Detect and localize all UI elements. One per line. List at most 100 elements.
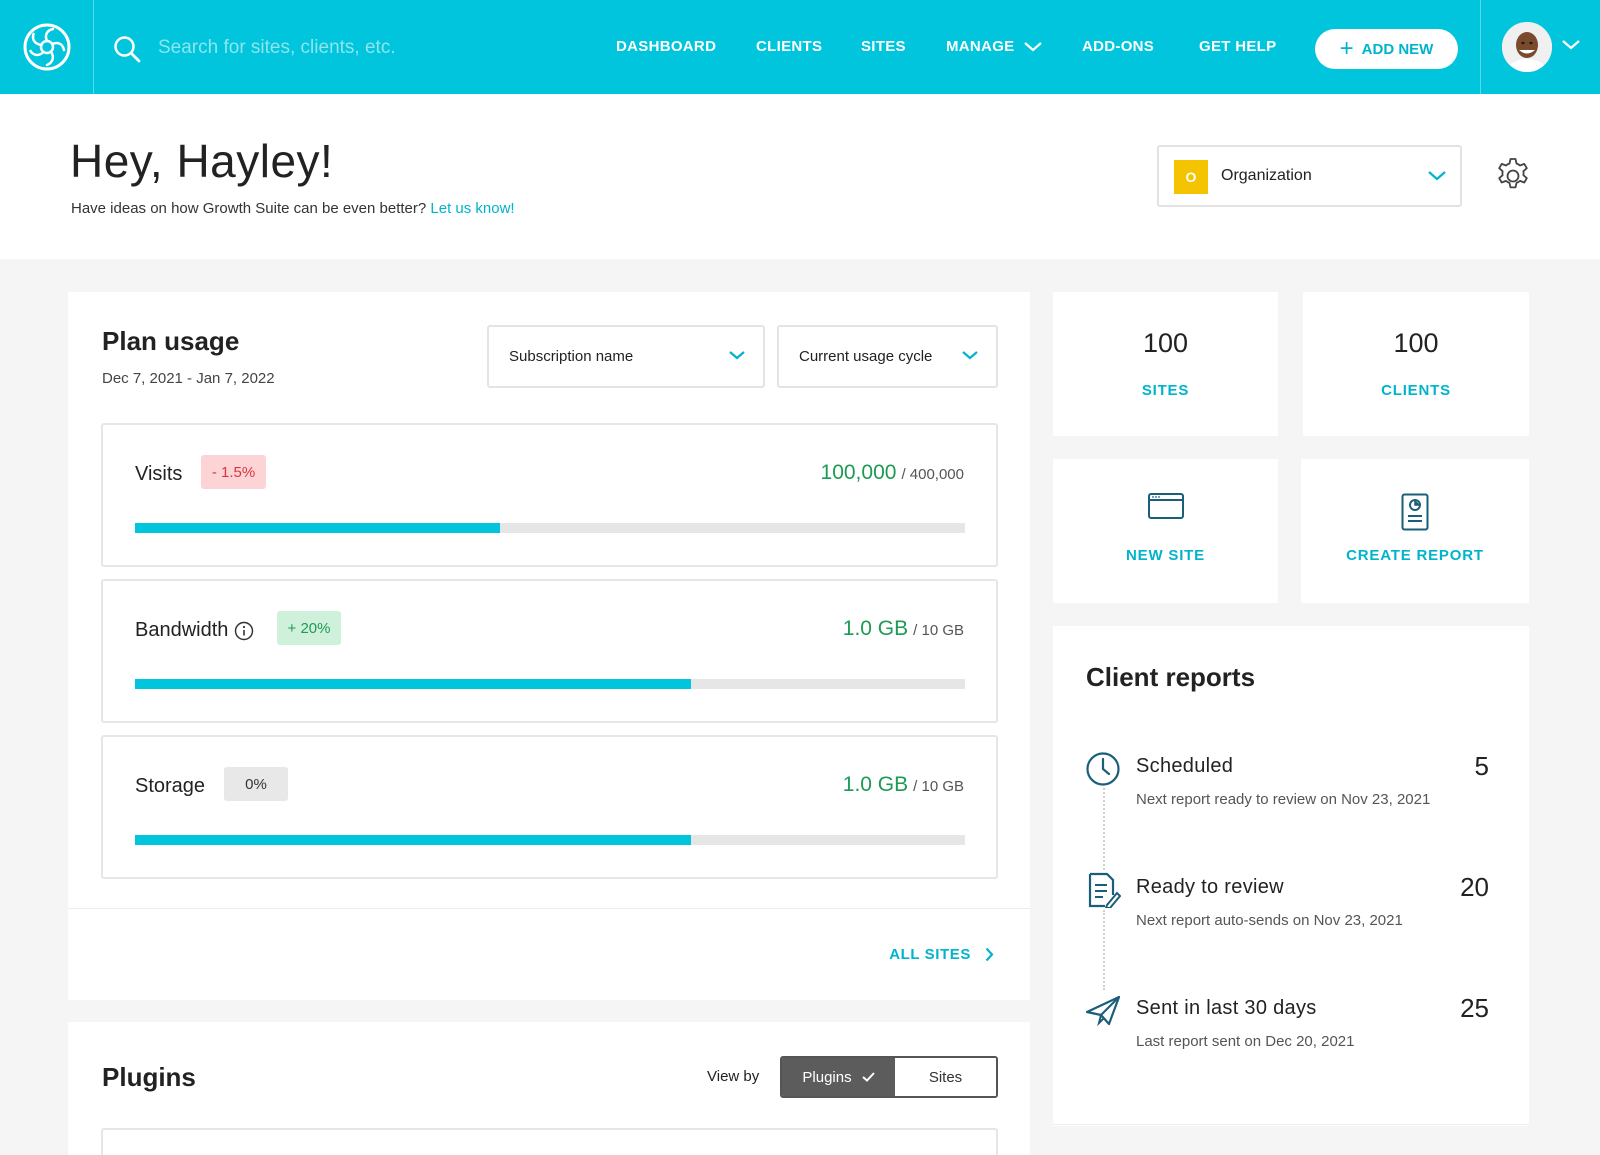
nav-dashboard[interactable]: DASHBOARD <box>616 38 716 55</box>
report-row-title: Ready to review <box>1136 876 1284 898</box>
subscription-name-select[interactable]: Subscription name <box>487 325 765 388</box>
usage-label-text: Visits <box>135 463 183 485</box>
organization-select[interactable]: O Organization <box>1157 145 1462 207</box>
usage-label-text: Bandwidth <box>135 619 229 641</box>
usage-current: 1.0 GB <box>842 773 909 796</box>
nav-manage-label: MANAGE <box>946 38 1015 55</box>
flywheel-logo-icon[interactable] <box>0 0 94 94</box>
report-row-subtitle: Last report sent on Dec 20, 2021 <box>1136 1033 1355 1050</box>
usage-progress-bar <box>135 835 965 845</box>
plugins-list <box>101 1128 998 1155</box>
chevron-down-icon <box>729 351 745 360</box>
usage-progress-fill <box>135 835 692 845</box>
usage-label: Storage <box>135 775 205 798</box>
clients-count-label: CLIENTS <box>1381 382 1451 399</box>
nav-manage[interactable]: MANAGE <box>946 38 1043 55</box>
usage-value: 1.0 GB / 10 GB <box>843 773 964 797</box>
usage-bandwidth: Bandwidth + 20% 1.0 GB / 10 GB <box>101 579 998 723</box>
page-title: Hey, Hayley! <box>70 135 334 187</box>
info-icon[interactable] <box>234 621 254 641</box>
chevron-down-icon <box>1024 41 1043 51</box>
report-row-count: 20 <box>1460 872 1489 902</box>
change-badge: 0% <box>224 767 288 801</box>
create-report-button[interactable]: CREATE REPORT <box>1301 459 1529 603</box>
timeline-connector <box>1103 788 1105 870</box>
paper-plane-icon <box>1085 995 1121 1027</box>
usage-value: 100,000 / 400,000 <box>821 461 964 485</box>
change-badge: + 20% <box>277 611 341 645</box>
search-input[interactable] <box>158 30 558 66</box>
usage-limit: / 400,000 <box>901 466 964 483</box>
account-chevron-down-icon[interactable] <box>1562 40 1580 50</box>
chevron-right-icon <box>985 947 994 962</box>
change-badge: - 1.5% <box>201 455 266 489</box>
nav-sites[interactable]: SITES <box>861 38 906 55</box>
nav-clients[interactable]: CLIENTS <box>756 38 822 55</box>
sites-count-card[interactable]: 100 SITES <box>1053 292 1278 436</box>
chevron-down-icon <box>1428 171 1446 181</box>
checkmark-icon <box>861 1072 875 1082</box>
all-sites-label: ALL SITES <box>889 946 971 963</box>
toggle-plugins[interactable]: Plugins <box>782 1058 895 1096</box>
nav-add-ons[interactable]: ADD-ONS <box>1082 38 1154 55</box>
report-row-subtitle: Next report ready to review on Nov 23, 2… <box>1136 791 1431 808</box>
report-row-subtitle: Next report auto-sends on Nov 23, 2021 <box>1136 912 1403 929</box>
usage-limit: / 10 GB <box>913 622 964 639</box>
toggle-sites-label: Sites <box>928 1068 963 1086</box>
organization-badge: O <box>1174 160 1208 194</box>
feedback-prompt: Have ideas on how Growth Suite can be ev… <box>71 200 515 217</box>
clients-count-card[interactable]: 100 CLIENTS <box>1303 292 1529 436</box>
plugins-title: Plugins <box>102 1062 196 1092</box>
nav-add-ons-label: ADD-ONS <box>1082 38 1155 55</box>
usage-progress-bar <box>135 679 965 689</box>
plan-usage-dates: Dec 7, 2021 - Jan 7, 2022 <box>102 370 275 387</box>
document-edit-icon <box>1088 872 1121 908</box>
divider <box>1053 1124 1529 1125</box>
browser-window-icon <box>1147 493 1184 519</box>
nav-dashboard-label: DASHBOARD <box>616 38 717 55</box>
chevron-down-icon <box>962 351 978 360</box>
subscription-name-label: Subscription name <box>509 348 634 365</box>
nav-get-help[interactable]: GET HELP <box>1199 38 1276 55</box>
report-row-count: 25 <box>1460 993 1489 1023</box>
usage-label-text: Storage <box>135 775 206 797</box>
client-reports-card: Client reports Scheduled Next report rea… <box>1053 626 1529 1126</box>
toggle-plugins-label: Plugins <box>802 1068 852 1086</box>
usage-value: 1.0 GB / 10 GB <box>843 617 964 641</box>
usage-progress-fill <box>135 679 692 689</box>
report-row-title: Sent in last 30 days <box>1136 997 1317 1019</box>
usage-label: Visits <box>135 463 182 486</box>
sites-count: 100 <box>1142 328 1189 358</box>
plus-icon: + <box>1339 35 1354 62</box>
usage-visits: Visits - 1.5% 100,000 / 400,000 <box>101 423 998 567</box>
organization-label: Organization <box>1221 167 1312 184</box>
top-navigation-bar: DASHBOARD CLIENTS SITES MANAGE ADD-ONS G… <box>0 0 1600 94</box>
usage-current: 1.0 GB <box>842 617 909 640</box>
sites-count-label: SITES <box>1141 382 1190 399</box>
topbar-divider <box>1480 0 1481 94</box>
search-icon[interactable] <box>112 34 142 64</box>
gear-icon[interactable] <box>1494 157 1532 195</box>
add-new-label: ADD NEW <box>1361 40 1434 58</box>
clients-count: 100 <box>1393 328 1439 358</box>
toggle-sites[interactable]: Sites <box>895 1058 996 1096</box>
usage-cycle-select[interactable]: Current usage cycle <box>777 325 998 388</box>
report-row-title: Scheduled <box>1136 755 1234 777</box>
feedback-link[interactable]: Let us know! <box>430 200 515 217</box>
clock-icon <box>1086 752 1120 786</box>
new-site-button[interactable]: NEW SITE <box>1053 459 1278 603</box>
plan-usage-card: Plan usage Dec 7, 2021 - Jan 7, 2022 Sub… <box>68 292 1030 1000</box>
nav-sites-label: SITES <box>861 38 906 55</box>
all-sites-link[interactable]: ALL SITES <box>889 946 994 963</box>
create-report-label: CREATE REPORT <box>1346 547 1484 564</box>
report-row-count: 5 <box>1474 751 1489 781</box>
view-by-toggle: Plugins Sites <box>780 1056 998 1098</box>
add-new-button[interactable]: + ADD NEW <box>1315 29 1458 69</box>
client-reports-title: Client reports <box>1086 662 1256 692</box>
user-avatar[interactable] <box>1502 22 1552 72</box>
nav-get-help-label: GET HELP <box>1199 38 1277 55</box>
usage-storage: Storage 0% 1.0 GB / 10 GB <box>101 735 998 879</box>
divider <box>68 908 1030 909</box>
plan-usage-title: Plan usage <box>102 326 240 356</box>
plugins-card: Plugins View by Plugins Sites <box>68 1022 1030 1155</box>
